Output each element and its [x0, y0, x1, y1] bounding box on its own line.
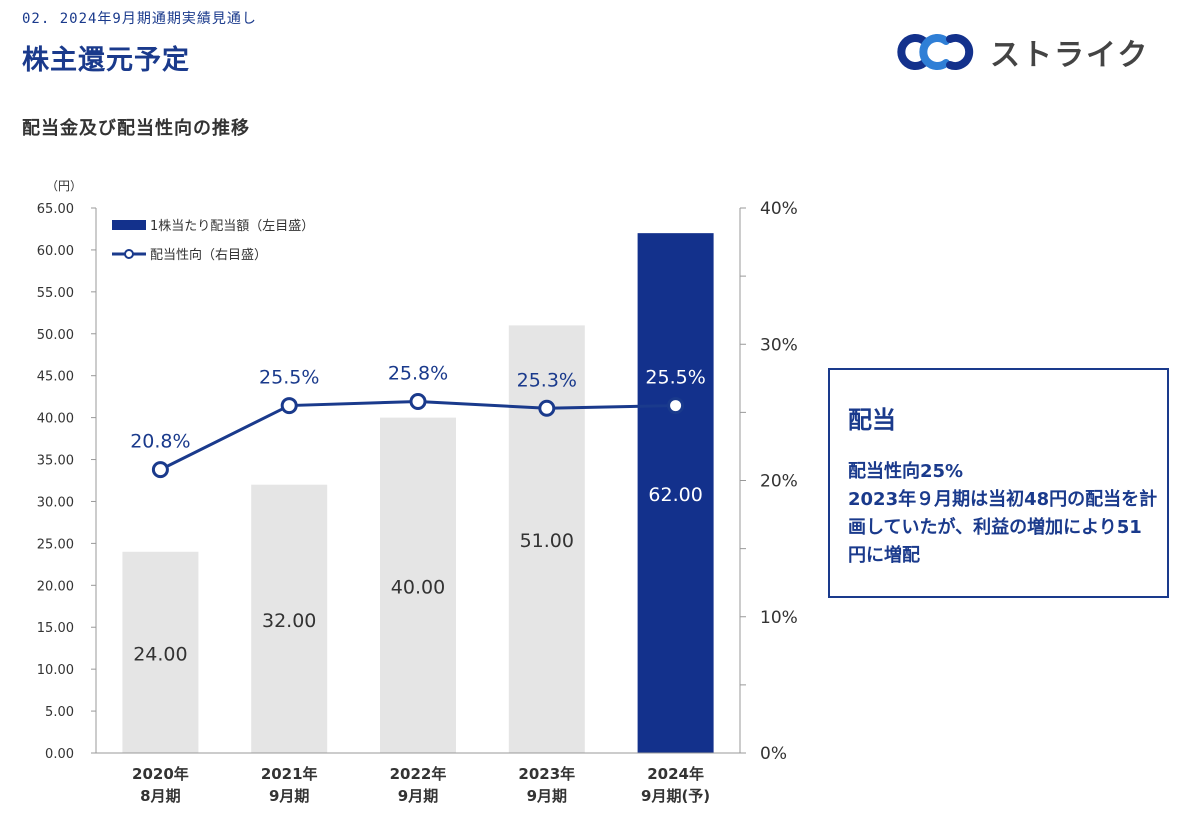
x-category-label: 2020年 — [132, 765, 189, 783]
left-tick-label: 55.00 — [37, 286, 74, 301]
payout-ratio-label: 25.5% — [259, 367, 319, 389]
left-tick-label: 40.00 — [37, 412, 74, 427]
legend-line-label: 配当性向（右目盛） — [150, 247, 267, 263]
left-tick-label: 5.00 — [45, 705, 74, 720]
strike-logo: ストライク — [888, 28, 1149, 76]
left-tick-label: 65.00 — [37, 202, 74, 217]
payout-ratio-point — [409, 392, 427, 410]
bar-value-label: 40.00 — [391, 576, 445, 598]
section-label: 02. 2024年9月期通期実績見通し — [22, 11, 257, 27]
bar-4 — [508, 325, 585, 753]
x-category-label: 2024年 — [647, 765, 704, 783]
x-category-label: 9月期 — [527, 787, 567, 805]
payout-ratio-label: 25.3% — [517, 369, 577, 391]
note-title: 配当 — [848, 406, 896, 434]
payout-ratio-label: 25.5% — [645, 367, 705, 389]
payout-ratio-point — [151, 461, 169, 479]
logo-text: ストライク — [990, 38, 1150, 73]
legend-line-marker — [124, 249, 134, 259]
left-tick-label: 50.00 — [37, 328, 74, 343]
payout-ratio-point — [667, 397, 685, 415]
bar-value-label: 32.00 — [262, 610, 316, 632]
left-axis-unit: （円） — [46, 179, 82, 193]
left-tick-label: 15.00 — [37, 621, 74, 636]
left-tick-label: 60.00 — [37, 244, 74, 259]
right-tick-label: 40% — [760, 199, 798, 219]
bar-value-label: 24.00 — [133, 643, 187, 665]
bar-value-label: 51.00 — [520, 530, 574, 552]
dividend-note-box: 配当 配当性向25% 2023年９月期は当初48円の配当を計画していたが、利益の… — [828, 368, 1169, 598]
bar-2 — [251, 484, 328, 753]
x-category-label: 9月期 — [398, 787, 438, 805]
payout-ratio-label: 25.8% — [388, 362, 448, 384]
payout-ratio-label: 20.8% — [130, 431, 190, 453]
bar-3 — [380, 417, 456, 753]
x-category-label: 9月期 — [269, 787, 309, 805]
x-category-label: 2022年 — [390, 765, 447, 783]
page-title: 株主還元予定 — [22, 45, 190, 76]
left-tick-label: 45.00 — [37, 370, 74, 385]
x-category-label: 2023年 — [518, 765, 575, 783]
x-category-label: 9月期(予) — [641, 787, 710, 805]
x-category-label: 8月期 — [140, 787, 180, 805]
strike-logo-icon — [897, 34, 974, 70]
bar-5 — [637, 233, 714, 754]
payout-ratio-point — [280, 397, 298, 415]
left-tick-label: 10.00 — [37, 663, 74, 678]
left-tick-label: 25.00 — [37, 537, 74, 552]
payout-ratio-point — [538, 399, 556, 417]
bar-value-label: 62.00 — [648, 484, 702, 506]
legend-bar-swatch — [112, 220, 146, 230]
right-tick-label: 30% — [760, 335, 798, 355]
left-tick-label: 20.00 — [37, 579, 74, 594]
left-tick-label: 35.00 — [37, 454, 74, 469]
left-tick-label: 30.00 — [37, 495, 74, 510]
note-body: 配当性向25% 2023年９月期は当初48円の配当を計画していたが、利益の増加に… — [848, 461, 1158, 566]
chart-subtitle: 配当金及び配当性向の推移 — [22, 118, 250, 139]
right-tick-label: 20% — [760, 472, 798, 492]
right-tick-label: 10% — [760, 608, 798, 628]
legend-bar-label: 1株当たり配当額（左目盛） — [150, 219, 314, 234]
left-tick-label: 0.00 — [45, 747, 74, 762]
bar-1 — [122, 551, 199, 753]
right-tick-label: 0% — [760, 744, 787, 764]
x-category-label: 2021年 — [261, 765, 318, 783]
